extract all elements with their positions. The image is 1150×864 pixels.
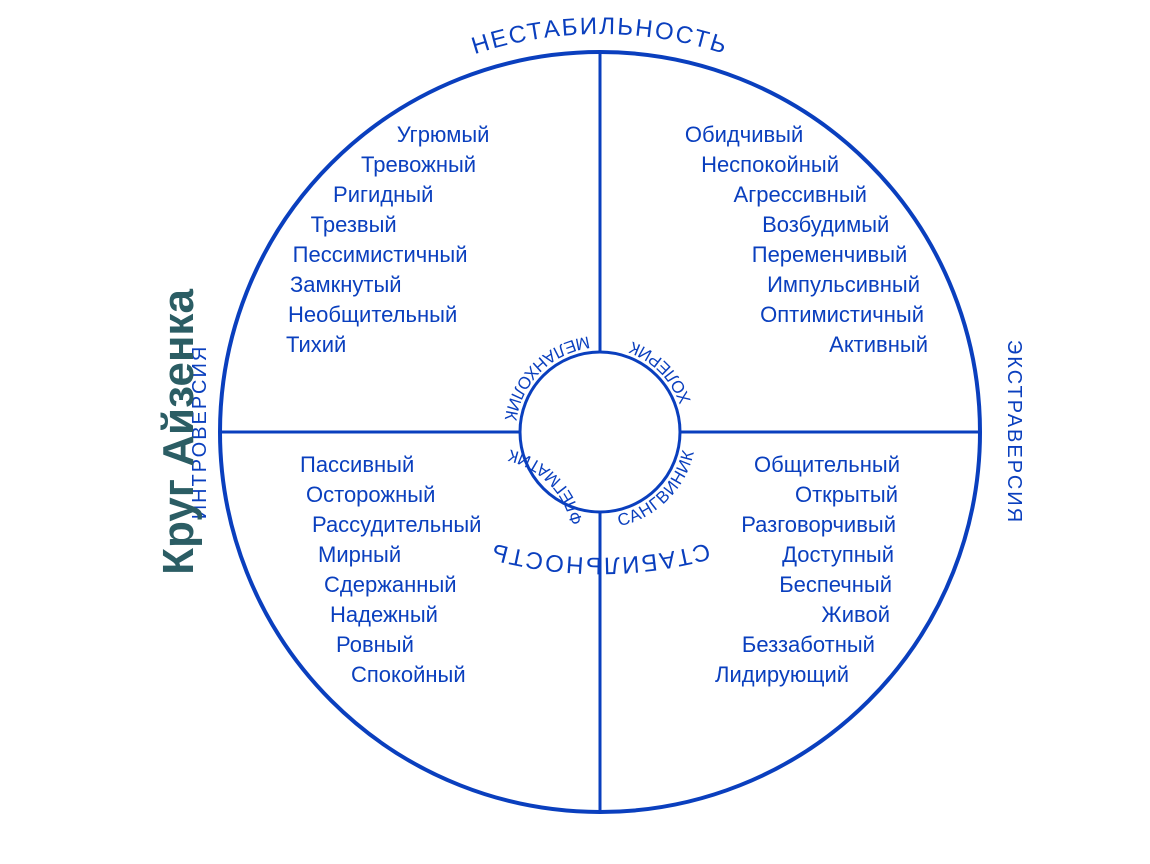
- axis-label-right: ЭКСТРАВЕРСИЯ: [1003, 340, 1025, 524]
- trait-top_right-1: Неспокойный: [701, 152, 839, 177]
- trait-top_left-0: Угрюмый: [397, 122, 490, 147]
- trait-bottom_left-2: Рассудительный: [312, 512, 481, 537]
- quadrant-label-melancholic: МЕЛАНХОЛИК: [501, 332, 592, 423]
- trait-bottom_right-2: Разговорчивый: [741, 512, 896, 537]
- trait-bottom_left-7: Спокойный: [351, 662, 466, 687]
- trait-bottom_right-4: Беспечный: [779, 572, 892, 597]
- quadrant-label-phlegmatic: ФЛЕГМАТИК: [505, 445, 586, 527]
- trait-top_left-6: Необщительный: [288, 302, 457, 327]
- inner-circle: [520, 352, 680, 512]
- trait-top_left-5: Замкнутый: [290, 272, 402, 297]
- trait-bottom_left-1: Осторожный: [306, 482, 435, 507]
- trait-top_left-4: Пессимистичный: [293, 242, 468, 267]
- trait-top_left-3: Трезвый: [311, 212, 397, 237]
- trait-bottom_right-6: Беззаботный: [742, 632, 875, 657]
- trait-top_right-4: Переменчивый: [752, 242, 908, 267]
- trait-top_left-2: Ригидный: [333, 182, 433, 207]
- trait-bottom_right-3: Доступный: [782, 542, 894, 567]
- page-title: Круг Айзенка: [154, 289, 204, 575]
- trait-bottom_left-0: Пассивный: [300, 452, 414, 477]
- quadrant-label-choleric: ХОЛЕРИК: [626, 337, 695, 406]
- trait-bottom_left-5: Надежный: [330, 602, 438, 627]
- trait-bottom_right-5: Живой: [821, 602, 890, 627]
- trait-bottom_left-3: Мирный: [318, 542, 401, 567]
- trait-top_right-0: Обидчивый: [685, 122, 803, 147]
- trait-top_right-5: Импульсивный: [767, 272, 920, 297]
- trait-top_right-3: Возбудимый: [762, 212, 889, 237]
- trait-bottom_right-7: Лидирующий: [715, 662, 849, 687]
- trait-top_left-1: Тревожный: [361, 152, 476, 177]
- trait-bottom_right-0: Общительный: [754, 452, 900, 477]
- trait-top_right-2: Агрессивный: [734, 182, 867, 207]
- trait-top_right-7: Активный: [829, 332, 928, 357]
- trait-bottom_left-4: Сдержанный: [324, 572, 457, 597]
- trait-bottom_right-1: Открытый: [795, 482, 898, 507]
- trait-bottom_left-6: Ровный: [336, 632, 414, 657]
- trait-top_right-6: Оптимистичный: [760, 302, 924, 327]
- trait-top_left-7: Тихий: [286, 332, 346, 357]
